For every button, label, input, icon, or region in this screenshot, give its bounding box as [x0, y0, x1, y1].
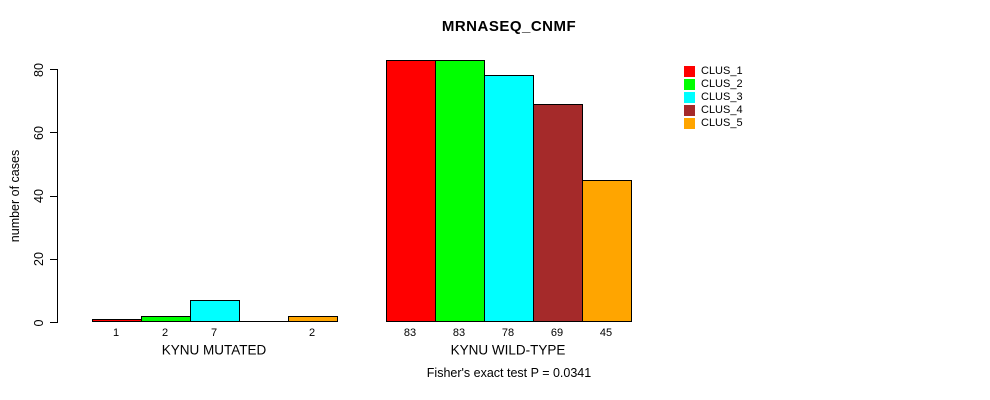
bar-value-label: 7 [210, 327, 218, 339]
legend-row: CLUS_3 [684, 92, 743, 104]
bar-clus_4-group1-zero [238, 321, 289, 322]
group-axis-label: KYNU WILD-TYPE [450, 342, 566, 358]
legend-label: CLUS_1 [701, 65, 743, 77]
legend-label: CLUS_4 [701, 104, 743, 116]
legend-label: CLUS_5 [701, 117, 743, 129]
bar-value-label: 83 [403, 327, 417, 339]
legend-label: CLUS_3 [701, 91, 743, 103]
legend-row: CLUS_4 [684, 105, 743, 117]
bar-clus_1-group2 [385, 59, 436, 322]
bar-value-label: 1 [112, 327, 120, 339]
legend-swatch-clus_3 [684, 92, 695, 103]
group-axis-label: KYNU MUTATED [161, 342, 267, 358]
bar-value-label: 83 [452, 327, 466, 339]
y-axis-tick [50, 69, 58, 70]
legend-swatch-clus_1 [684, 66, 695, 77]
legend-row: CLUS_2 [684, 79, 743, 91]
bar-clus_5-group2 [581, 179, 632, 322]
chart-title: MRNASEQ_CNMF [441, 18, 577, 35]
legend-row: CLUS_5 [684, 118, 743, 130]
bar-value-label: 69 [550, 327, 564, 339]
y-axis-tick [50, 322, 58, 323]
bar-value-label: 2 [161, 327, 169, 339]
y-axis-tick [50, 132, 58, 134]
bar-value-label: 2 [308, 327, 316, 339]
bar-value-label: 45 [599, 327, 613, 339]
bar-clus_5-group1 [287, 315, 338, 322]
legend-swatch-clus_2 [684, 79, 695, 90]
legend-label: CLUS_2 [701, 78, 743, 90]
statistical-test-note: Fisher's exact test P = 0.0341 [426, 366, 592, 380]
legend-swatch-clus_5 [684, 118, 695, 129]
legend-row: CLUS_1 [684, 66, 743, 78]
bar-value-label: 78 [501, 327, 515, 339]
bar-clus_3-group1 [189, 299, 240, 322]
y-axis-tick [50, 195, 58, 197]
legend-swatch-clus_4 [684, 105, 695, 116]
y-axis-tick [50, 258, 58, 260]
